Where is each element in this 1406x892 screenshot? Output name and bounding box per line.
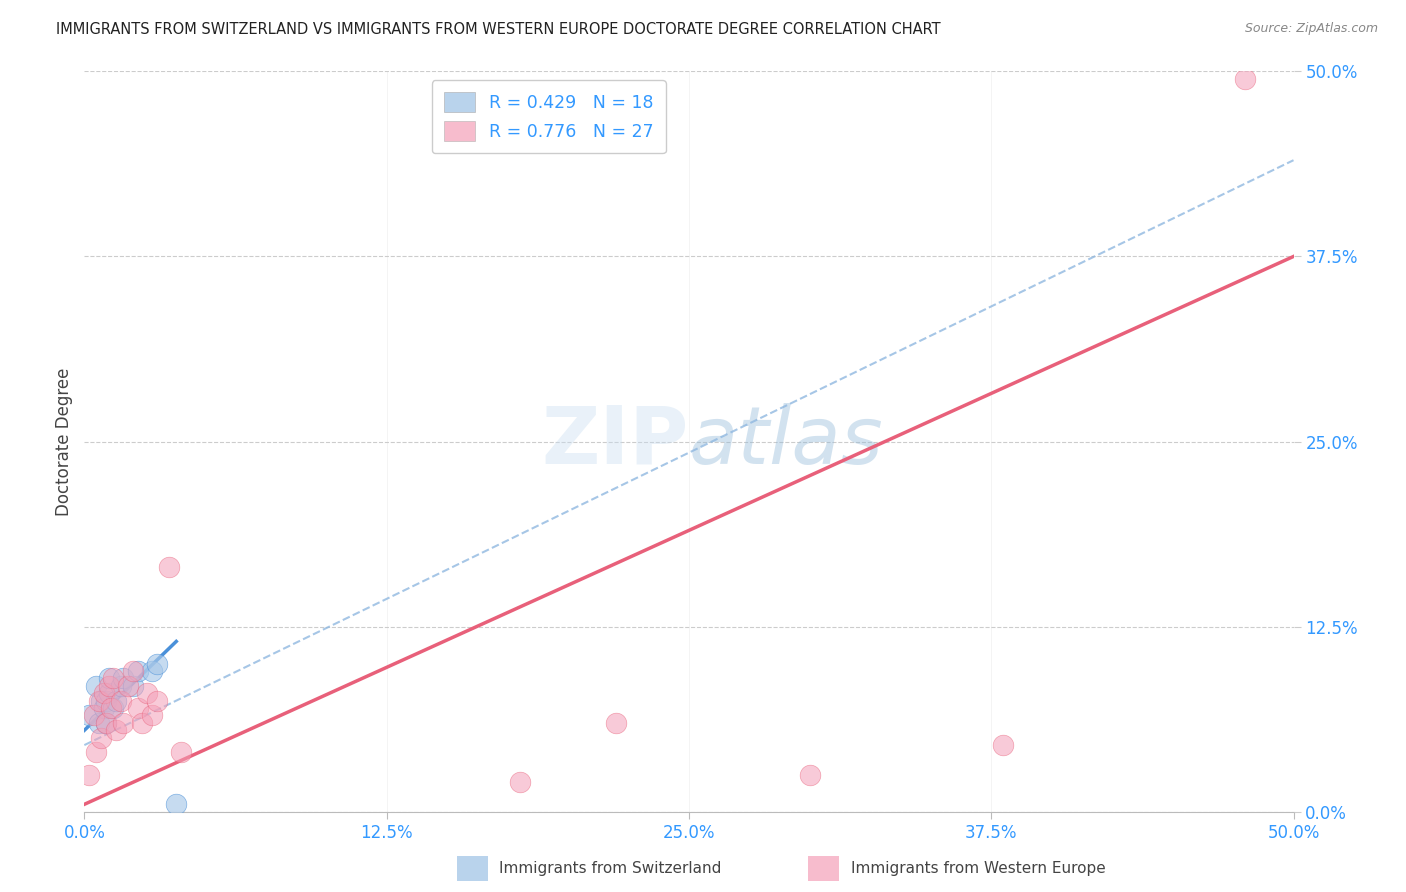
Text: IMMIGRANTS FROM SWITZERLAND VS IMMIGRANTS FROM WESTERN EUROPE DOCTORATE DEGREE C: IMMIGRANTS FROM SWITZERLAND VS IMMIGRANT…	[56, 22, 941, 37]
Point	[94, 715, 117, 730]
Point	[87, 715, 110, 730]
Point	[104, 723, 127, 738]
Point	[509, 775, 531, 789]
Point	[110, 679, 132, 693]
Point	[97, 672, 120, 686]
Point	[104, 694, 127, 708]
Y-axis label: Doctorate Degree: Doctorate Degree	[55, 368, 73, 516]
Point	[605, 715, 627, 730]
Point	[93, 686, 115, 700]
Point	[103, 701, 125, 715]
Point	[165, 797, 187, 812]
Point	[87, 694, 110, 708]
Point	[146, 657, 169, 671]
Point	[77, 708, 100, 723]
Legend: R = 0.429   N = 18, R = 0.776   N = 27: R = 0.429 N = 18, R = 0.776 N = 27	[432, 80, 665, 153]
Point	[170, 746, 193, 760]
Point	[77, 767, 100, 781]
Point	[110, 694, 132, 708]
Text: atlas: atlas	[689, 402, 884, 481]
Point	[121, 679, 143, 693]
Point	[131, 715, 153, 730]
Point	[136, 686, 159, 700]
Point	[146, 694, 169, 708]
Point	[94, 715, 117, 730]
Point	[94, 694, 117, 708]
Point	[86, 679, 108, 693]
Point	[141, 664, 163, 678]
Text: Immigrants from Switzerland: Immigrants from Switzerland	[499, 862, 721, 876]
Point	[993, 738, 1015, 752]
Point	[103, 672, 125, 686]
Point	[90, 694, 112, 708]
Point	[117, 679, 139, 693]
Point	[83, 708, 105, 723]
Point	[121, 664, 143, 678]
Point	[1234, 71, 1257, 86]
Point	[127, 701, 149, 715]
Point	[97, 679, 120, 693]
Point	[157, 560, 180, 574]
Text: Immigrants from Western Europe: Immigrants from Western Europe	[851, 862, 1105, 876]
Point	[141, 708, 163, 723]
Point	[112, 715, 135, 730]
Point	[90, 731, 112, 745]
Text: ZIP: ZIP	[541, 402, 689, 481]
Point	[97, 686, 120, 700]
Point	[127, 664, 149, 678]
Point	[112, 672, 135, 686]
Point	[799, 767, 821, 781]
Text: Source: ZipAtlas.com: Source: ZipAtlas.com	[1244, 22, 1378, 36]
Point	[93, 701, 115, 715]
Point	[86, 746, 108, 760]
Point	[100, 701, 122, 715]
